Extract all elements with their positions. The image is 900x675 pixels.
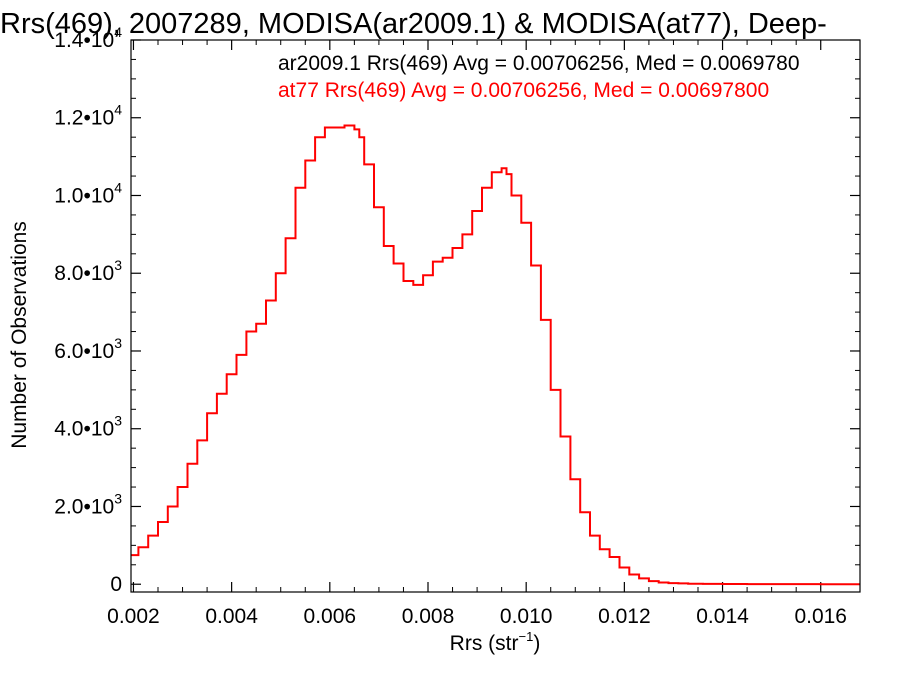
- y-tick-label: 4.0•103: [54, 413, 122, 441]
- x-axis-label: Rrs (str−1): [450, 629, 541, 655]
- y-tick-label: 1.0•104: [54, 179, 122, 207]
- x-tick-label: 0.002: [107, 605, 160, 628]
- x-tick-label: 0.008: [402, 605, 455, 628]
- y-tick-label: 8.0•103: [54, 257, 122, 285]
- x-tick-label: 0.004: [205, 605, 258, 628]
- x-tick-label: 0.012: [598, 605, 651, 628]
- x-tick-label: 0.016: [794, 605, 847, 628]
- legend-entry-ar2009: ar2009.1 Rrs(469) Avg = 0.00706256, Med …: [278, 52, 800, 75]
- x-axis: 0.002 0.004 0.006 0.008 0.010 0.012 0.014 0.016: [107, 40, 847, 628]
- x-tick-label: 0.006: [304, 605, 357, 628]
- x-tick-label: 0.010: [500, 605, 553, 628]
- y-axis-label: Number of Observations: [8, 221, 31, 449]
- x-tick-label: 0.014: [696, 605, 749, 628]
- plot-frame: [130, 39, 861, 593]
- y-tick-label: 0: [110, 573, 122, 596]
- y-tick-label: 2.0•103: [54, 490, 122, 518]
- series-line-at77: [131, 124, 860, 586]
- chart-title: Rrs(469), 2007289, MODISA(ar2009.1) & MO…: [0, 8, 827, 40]
- y-tick-label: 1.2•104: [54, 102, 122, 130]
- y-axis: 0 2.0•103 4.0•103 6.0•103 8.0•103 1.0•104 1.2•…: [54, 24, 860, 596]
- y-tick-label: 1.4•104: [54, 24, 122, 52]
- legend-entry-at77: at77 Rrs(469) Avg = 0.00706256, Med = 0.…: [278, 79, 769, 102]
- y-tick-label: 6.0•103: [54, 335, 122, 363]
